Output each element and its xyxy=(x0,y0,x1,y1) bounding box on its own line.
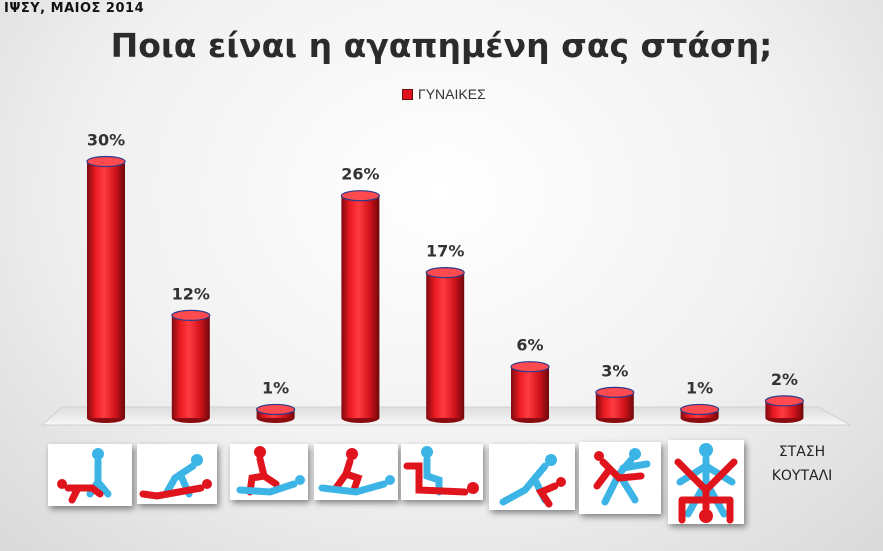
couple-position-icon-6 xyxy=(499,454,566,508)
bar-6: 6% xyxy=(510,336,550,423)
category-icon-8 xyxy=(668,440,744,524)
bar-4: 26% xyxy=(340,165,380,423)
bar-top xyxy=(595,386,635,398)
couple-position-icon-5 xyxy=(403,446,479,496)
value-label-7: 3% xyxy=(601,361,628,380)
category-icon-1 xyxy=(48,444,132,506)
couple-position-icon-4 xyxy=(318,448,395,496)
bar-body xyxy=(341,195,380,418)
source-note: ΙΨΣΥ, ΜΑΙΟΣ 2014 xyxy=(4,1,145,16)
bar-top xyxy=(425,267,465,279)
bar-5: 17% xyxy=(425,242,465,423)
couple-position-icon-8 xyxy=(674,443,738,524)
bar-top xyxy=(679,403,720,416)
bar-top xyxy=(171,309,211,321)
category-icon-6 xyxy=(489,444,575,510)
bar-8: 1% xyxy=(679,378,720,423)
value-label-4: 26% xyxy=(341,165,379,184)
value-label-3: 1% xyxy=(262,378,289,397)
bar-7: 3% xyxy=(595,361,635,423)
couple-position-icon-2 xyxy=(139,454,212,500)
couple-position-icon-7 xyxy=(593,448,651,506)
bar-2: 12% xyxy=(171,284,211,423)
couple-position-icon-3 xyxy=(236,446,305,496)
value-label-2: 12% xyxy=(172,284,210,303)
legend: ΓΥΝΑΙΚΕΣ xyxy=(402,86,486,102)
value-label-8: 1% xyxy=(686,378,713,397)
value-label-1: 30% xyxy=(87,131,125,150)
bar-body xyxy=(426,272,465,418)
bars-layer: 30% 12% 1% 26% 17% 6% 3% 1% 2% xyxy=(86,131,805,423)
bar-body xyxy=(511,366,549,418)
category-icon-3 xyxy=(230,444,308,500)
category-label-9: ΣΤΑΣΗ ΚΟΥΤΑΛΙ xyxy=(771,444,833,484)
category-icon-7 xyxy=(579,442,661,514)
bar-9: 2% xyxy=(764,370,805,423)
value-label-9: 2% xyxy=(771,370,798,389)
category-icon-5 xyxy=(401,444,483,500)
bar-top xyxy=(340,190,380,202)
category-icon-2 xyxy=(137,444,217,504)
bar-top xyxy=(86,155,126,168)
value-label-6: 6% xyxy=(516,336,543,355)
bar-1: 30% xyxy=(86,131,126,423)
bar-body xyxy=(87,161,125,418)
value-label-5: 17% xyxy=(426,242,464,261)
legend-swatch xyxy=(402,88,413,100)
bar-top xyxy=(764,395,805,407)
chart-title: Ποια είναι η αγαπημένη σας στάση; xyxy=(110,26,773,65)
bar-top xyxy=(510,361,550,373)
category-icon-4 xyxy=(314,444,398,500)
bar-body xyxy=(171,315,210,418)
couple-position-icon-1 xyxy=(57,448,112,504)
bar-3: 1% xyxy=(256,378,296,423)
bar-top xyxy=(256,403,296,416)
legend-label: ΓΥΝΑΙΚΕΣ xyxy=(418,86,486,102)
